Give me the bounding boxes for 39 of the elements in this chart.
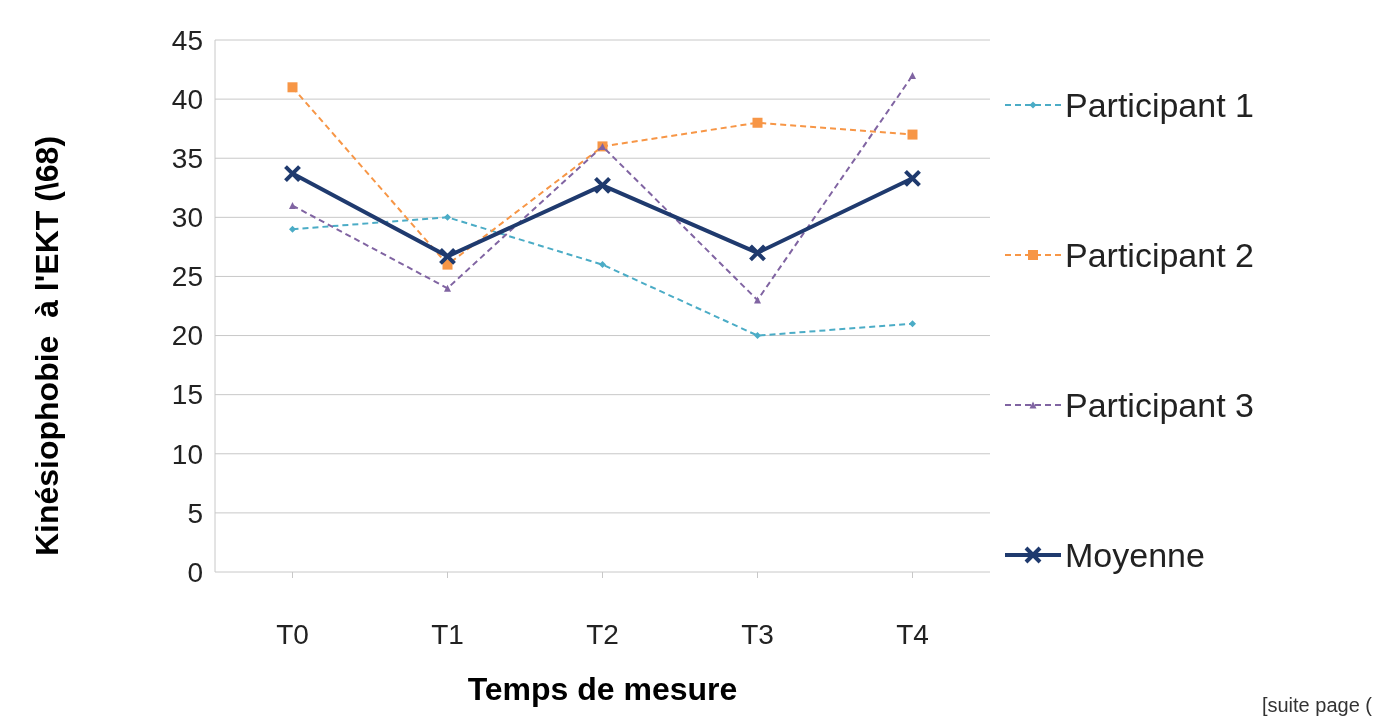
legend-label: Participant 3: [1065, 385, 1254, 424]
point: [444, 213, 451, 221]
x-tick-label: T4: [896, 619, 929, 650]
y-tick-label: 45: [171, 24, 203, 56]
y-tick-label: 10: [171, 438, 203, 470]
point: [438, 247, 457, 266]
y-tick-label: 0: [187, 556, 203, 588]
y-tick-label: 20: [171, 320, 203, 352]
point: [289, 225, 296, 233]
y-tick-label: 40: [171, 83, 203, 115]
point: [754, 332, 761, 340]
y-axis-title: Kinésiophobie à l'EKT (\68): [29, 135, 65, 557]
point: [289, 202, 296, 210]
point: [909, 320, 916, 328]
text: [suite page (: [1261, 694, 1373, 716]
y-tick-label: 15: [171, 379, 203, 411]
legend-label: Participant 2: [1065, 235, 1254, 274]
x-tick-label: T3: [741, 619, 774, 650]
y-tick-label: 30: [171, 202, 203, 234]
legend-label: Moyenne: [1065, 535, 1205, 574]
y-tick-label: 5: [187, 497, 203, 529]
y-tick-label: 25: [171, 261, 203, 293]
x-tick-label: T1: [431, 619, 464, 650]
point: [599, 261, 606, 269]
point: [909, 71, 916, 79]
legend-label: Participant 1: [1065, 85, 1254, 124]
x-tick-label: T2: [586, 619, 619, 650]
x-axis-title: Temps de mesure: [467, 671, 738, 707]
point: [748, 243, 767, 262]
point: [907, 129, 918, 140]
point: [593, 176, 612, 195]
x-tick-label: T0: [276, 619, 309, 650]
point: [754, 296, 761, 304]
point: [752, 117, 763, 128]
point: [903, 169, 922, 188]
y-tick-label: 35: [171, 143, 203, 175]
point: [444, 284, 451, 292]
point: [287, 82, 298, 93]
point: [283, 164, 302, 183]
